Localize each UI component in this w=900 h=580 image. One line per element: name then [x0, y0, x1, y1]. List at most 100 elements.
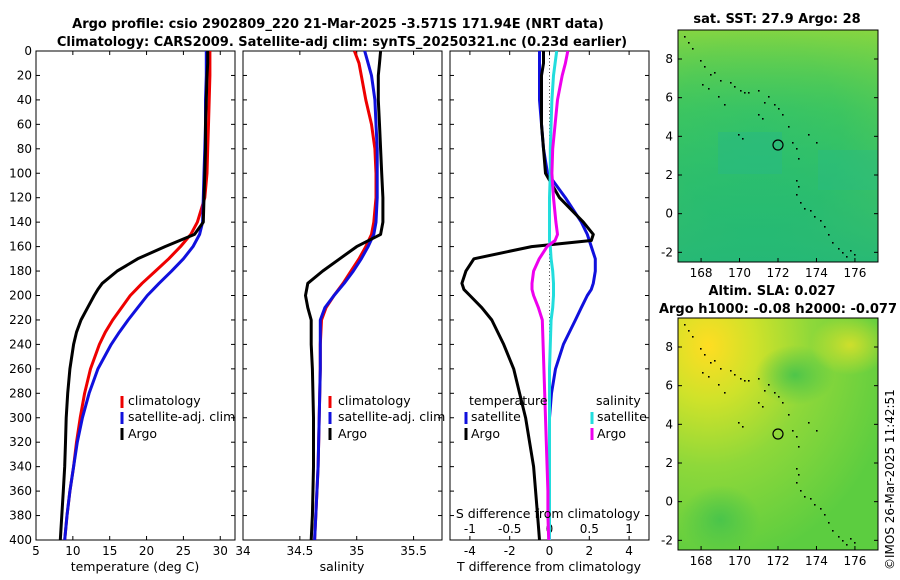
temperature-x-axis: 5 10 15 20 25 30 [32, 51, 228, 558]
sla-low-patch [680, 485, 760, 550]
depth-tick-label: 280 [9, 386, 32, 400]
sst-cool-band [678, 30, 878, 262]
sst-map-title: sat. SST: 27.9 Argo: 28 [693, 12, 860, 27]
island-dot [700, 60, 702, 62]
map-x-tick-label: 172 [767, 266, 790, 280]
temperature-lines [58, 51, 212, 540]
island-dot [758, 114, 760, 116]
island-dot [720, 368, 722, 370]
island-dot [718, 384, 720, 386]
temperature-plot-frame [35, 50, 236, 541]
sst-argo-marker [772, 139, 784, 151]
series-line-salinity-satellite [548, 51, 559, 540]
depth-tick-label: 360 [9, 484, 32, 498]
imos-timestamp: ©IMOS 26-Mar-2025 11:42:51 [883, 389, 897, 570]
island-dot [688, 330, 690, 332]
island-dot [792, 142, 794, 144]
map-x-tick-label: 176 [843, 266, 866, 280]
series-line-temperature-argo [460, 51, 595, 540]
depth-tick-label: 20 [17, 68, 32, 82]
temperature-panel: 0 20 40 60 80 100 120 140 160 180 200 220 240 260 280 3… [9, 44, 236, 574]
island-dot [796, 436, 798, 438]
island-dot [800, 490, 802, 492]
series-line-salinity-argo [530, 51, 570, 540]
island-dot [796, 482, 798, 484]
map-y-tick-label: -2 [661, 533, 673, 547]
x-tick-label: 0 [546, 544, 554, 558]
depth-tick-label: 260 [9, 362, 32, 376]
island-dot [742, 138, 744, 140]
island-dot [792, 430, 794, 432]
map-y-tick-label: 6 [665, 379, 673, 393]
island-dot [768, 384, 770, 386]
sla-coastlines [684, 324, 856, 546]
x-tick-label: 25 [176, 544, 191, 558]
island-dot [724, 104, 726, 106]
island-dot [764, 390, 766, 392]
map-x-tick-label: 174 [805, 554, 828, 568]
difference-lines [460, 51, 597, 540]
island-dot [740, 378, 742, 380]
salinity-x-axis: 34 34.5 35 35.5 [235, 51, 427, 558]
x-tick-label: 34.5 [286, 544, 313, 558]
island-dot [820, 220, 822, 222]
island-dot [828, 234, 830, 236]
island-dot [692, 48, 694, 50]
map-y-tick-label: 2 [665, 168, 673, 182]
island-dot [854, 542, 856, 544]
x-tick-label: 2 [585, 544, 593, 558]
map-x-tick-label: 168 [690, 266, 713, 280]
island-dot [798, 446, 800, 448]
sla-map-panel: Altim. SLA: 0.027 Argo h1000: -0.08 h200… [659, 284, 897, 568]
depth-tick-label: 60 [17, 117, 32, 131]
island-dot [704, 66, 706, 68]
legend-satellite-label: satellite-adj. clim [338, 409, 445, 424]
island-dot [824, 514, 826, 516]
series-line-argo [304, 51, 385, 540]
island-dot [738, 134, 740, 136]
depth-tick-label: 80 [17, 142, 32, 156]
island-dot [720, 80, 722, 82]
island-dot [796, 180, 798, 182]
island-dot [778, 108, 780, 110]
depth-tick-label: 220 [9, 313, 32, 327]
series-line-argo [58, 51, 210, 540]
island-dot [700, 348, 702, 350]
sla-low-patch [755, 345, 835, 405]
s-difference-tick-label: -0.5 [498, 522, 521, 536]
island-dot [708, 376, 710, 378]
island-dot [744, 92, 746, 94]
island-dot [816, 142, 818, 144]
map-y-tick-label: 6 [665, 91, 673, 105]
island-dot [782, 402, 784, 404]
sla-map-field [678, 318, 878, 550]
island-dot [708, 88, 710, 90]
depth-tick-label: 100 [9, 166, 32, 180]
map-y-tick-label: 2 [665, 456, 673, 470]
depth-tick-label: 140 [9, 215, 32, 229]
sst-map-axes: 168 170 172 174 176 -2 0 2 4 6 8 [661, 52, 878, 280]
map-y-tick-label: 0 [665, 495, 673, 509]
salinity-plot-frame [242, 50, 443, 541]
x-tick-label: 20 [139, 544, 154, 558]
depth-tick-label: 0 [24, 44, 32, 58]
island-dot [748, 92, 750, 94]
island-dot [796, 194, 798, 196]
island-dot [788, 414, 790, 416]
island-dot [714, 360, 716, 362]
island-dot [816, 430, 818, 432]
x-tick-label: 35 [349, 544, 364, 558]
map-y-tick-label: 0 [665, 207, 673, 221]
island-dot [738, 422, 740, 424]
map-x-tick-label: 170 [728, 266, 751, 280]
sla-map-axes: 168 170 172 174 176 -2 0 2 4 6 8 [661, 340, 878, 568]
depth-tick-label: 120 [9, 191, 32, 205]
temperature-difference-axis: -4 -2 0 2 4 [464, 51, 633, 558]
island-dot [744, 380, 746, 382]
temperature-xlabel: temperature (deg C) [71, 559, 200, 574]
island-dot [704, 354, 706, 356]
island-dot [798, 186, 800, 188]
island-dot [710, 362, 712, 364]
map-x-tick-label: 172 [767, 554, 790, 568]
